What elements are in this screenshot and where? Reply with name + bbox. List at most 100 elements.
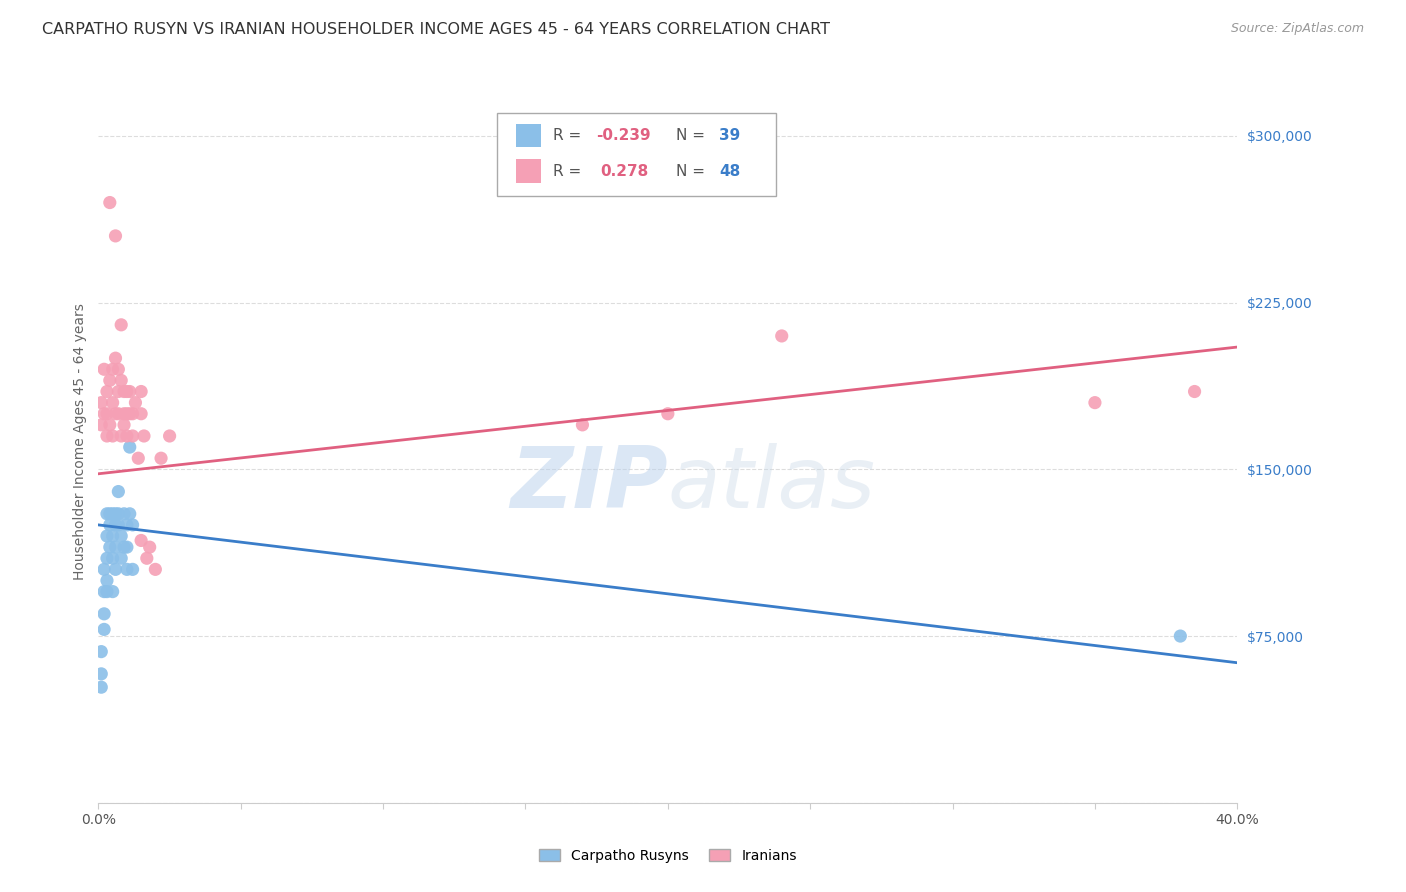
Point xyxy=(118,407,141,421)
Point xyxy=(150,451,173,466)
Y-axis label: Householder Income Ages 45 - 64 years: Householder Income Ages 45 - 64 years xyxy=(73,303,87,580)
Point xyxy=(93,623,115,637)
Point xyxy=(93,607,115,621)
Point xyxy=(112,507,135,521)
Point xyxy=(129,407,152,421)
Point xyxy=(110,373,132,387)
Point xyxy=(101,584,124,599)
FancyBboxPatch shape xyxy=(498,112,776,196)
Point xyxy=(101,551,124,566)
Point xyxy=(104,228,127,243)
Point xyxy=(115,517,138,532)
Point xyxy=(127,451,149,466)
Point xyxy=(96,574,118,588)
Point xyxy=(101,362,124,376)
Point xyxy=(107,484,129,499)
Point xyxy=(115,562,138,576)
Text: -0.239: -0.239 xyxy=(596,128,651,143)
Point xyxy=(112,407,135,421)
Point xyxy=(1084,395,1107,409)
Point xyxy=(98,517,121,532)
Point xyxy=(1170,629,1192,643)
Point xyxy=(90,680,112,694)
Bar xyxy=(516,160,541,183)
Point xyxy=(118,384,141,399)
Point xyxy=(101,429,124,443)
Point xyxy=(121,407,143,421)
Point xyxy=(98,373,121,387)
Point xyxy=(110,529,132,543)
Text: N =: N = xyxy=(676,163,710,178)
Point xyxy=(104,562,127,576)
Point xyxy=(118,440,141,454)
Point xyxy=(107,362,129,376)
Point xyxy=(121,562,143,576)
Legend: Carpatho Rusyns, Iranians: Carpatho Rusyns, Iranians xyxy=(533,843,803,868)
Point xyxy=(104,540,127,554)
Point xyxy=(107,384,129,399)
Point xyxy=(110,551,132,566)
Point xyxy=(90,666,112,681)
Point xyxy=(90,417,112,432)
Point xyxy=(115,384,138,399)
Point xyxy=(110,429,132,443)
Point xyxy=(571,417,593,432)
Point xyxy=(104,351,127,366)
Point xyxy=(90,395,112,409)
Point xyxy=(112,384,135,399)
Text: Source: ZipAtlas.com: Source: ZipAtlas.com xyxy=(1230,22,1364,36)
Point xyxy=(159,429,181,443)
Point xyxy=(90,645,112,659)
Point xyxy=(770,329,793,343)
Point xyxy=(104,407,127,421)
Point xyxy=(96,407,118,421)
Point xyxy=(98,540,121,554)
Text: atlas: atlas xyxy=(668,443,876,526)
Point xyxy=(145,562,167,576)
Point xyxy=(121,429,143,443)
Point xyxy=(129,533,152,548)
Point xyxy=(110,318,132,332)
Point xyxy=(101,395,124,409)
Point xyxy=(96,529,118,543)
Point xyxy=(107,507,129,521)
Text: N =: N = xyxy=(676,128,710,143)
Point xyxy=(96,551,118,566)
Text: ZIP: ZIP xyxy=(510,443,668,526)
Point xyxy=(138,540,160,554)
Point xyxy=(118,507,141,521)
Point xyxy=(98,507,121,521)
Point xyxy=(96,429,118,443)
Point xyxy=(93,584,115,599)
Point xyxy=(96,384,118,399)
Bar xyxy=(516,124,541,147)
Point xyxy=(1184,384,1206,399)
Point xyxy=(121,517,143,532)
Point xyxy=(104,517,127,532)
Text: R =: R = xyxy=(553,163,586,178)
Point xyxy=(98,417,121,432)
Point xyxy=(107,517,129,532)
Point xyxy=(115,540,138,554)
Point xyxy=(112,417,135,432)
Point xyxy=(96,507,118,521)
Point xyxy=(132,429,155,443)
Point xyxy=(104,507,127,521)
Point xyxy=(115,407,138,421)
Text: R =: R = xyxy=(553,128,586,143)
Point xyxy=(129,384,152,399)
Point xyxy=(93,362,115,376)
Point xyxy=(96,584,118,599)
Point xyxy=(107,407,129,421)
Text: CARPATHO RUSYN VS IRANIAN HOUSEHOLDER INCOME AGES 45 - 64 YEARS CORRELATION CHAR: CARPATHO RUSYN VS IRANIAN HOUSEHOLDER IN… xyxy=(42,22,830,37)
Text: 39: 39 xyxy=(718,128,741,143)
Point xyxy=(135,551,157,566)
Text: 0.278: 0.278 xyxy=(600,163,650,178)
Point xyxy=(101,507,124,521)
Point xyxy=(112,540,135,554)
Point xyxy=(115,429,138,443)
Point xyxy=(93,407,115,421)
Point xyxy=(93,562,115,576)
Point xyxy=(101,529,124,543)
Text: 48: 48 xyxy=(718,163,741,178)
